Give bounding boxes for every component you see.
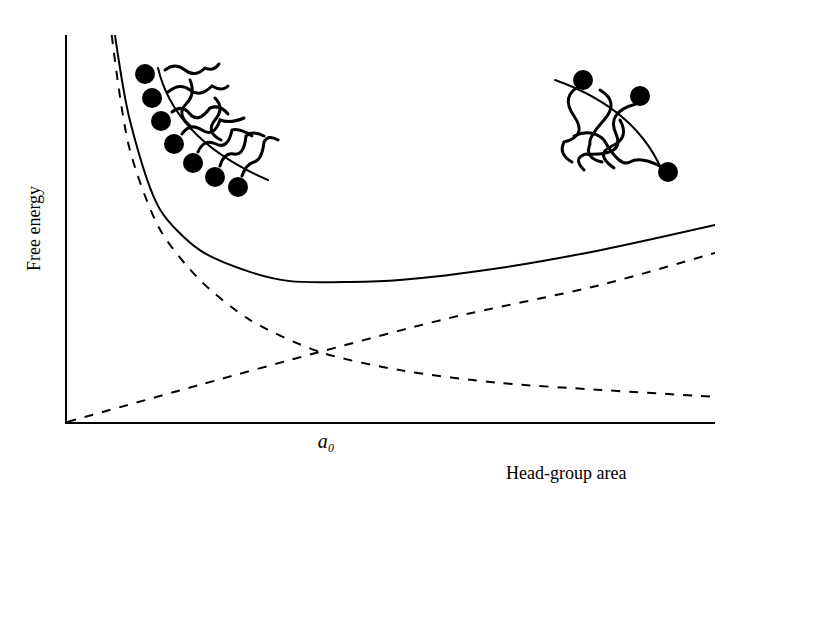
svg-text:Free energy: Free energy xyxy=(24,186,44,271)
svg-text:a₀: a₀ xyxy=(318,430,335,452)
svg-text:Head-group area: Head-group area xyxy=(506,463,626,483)
